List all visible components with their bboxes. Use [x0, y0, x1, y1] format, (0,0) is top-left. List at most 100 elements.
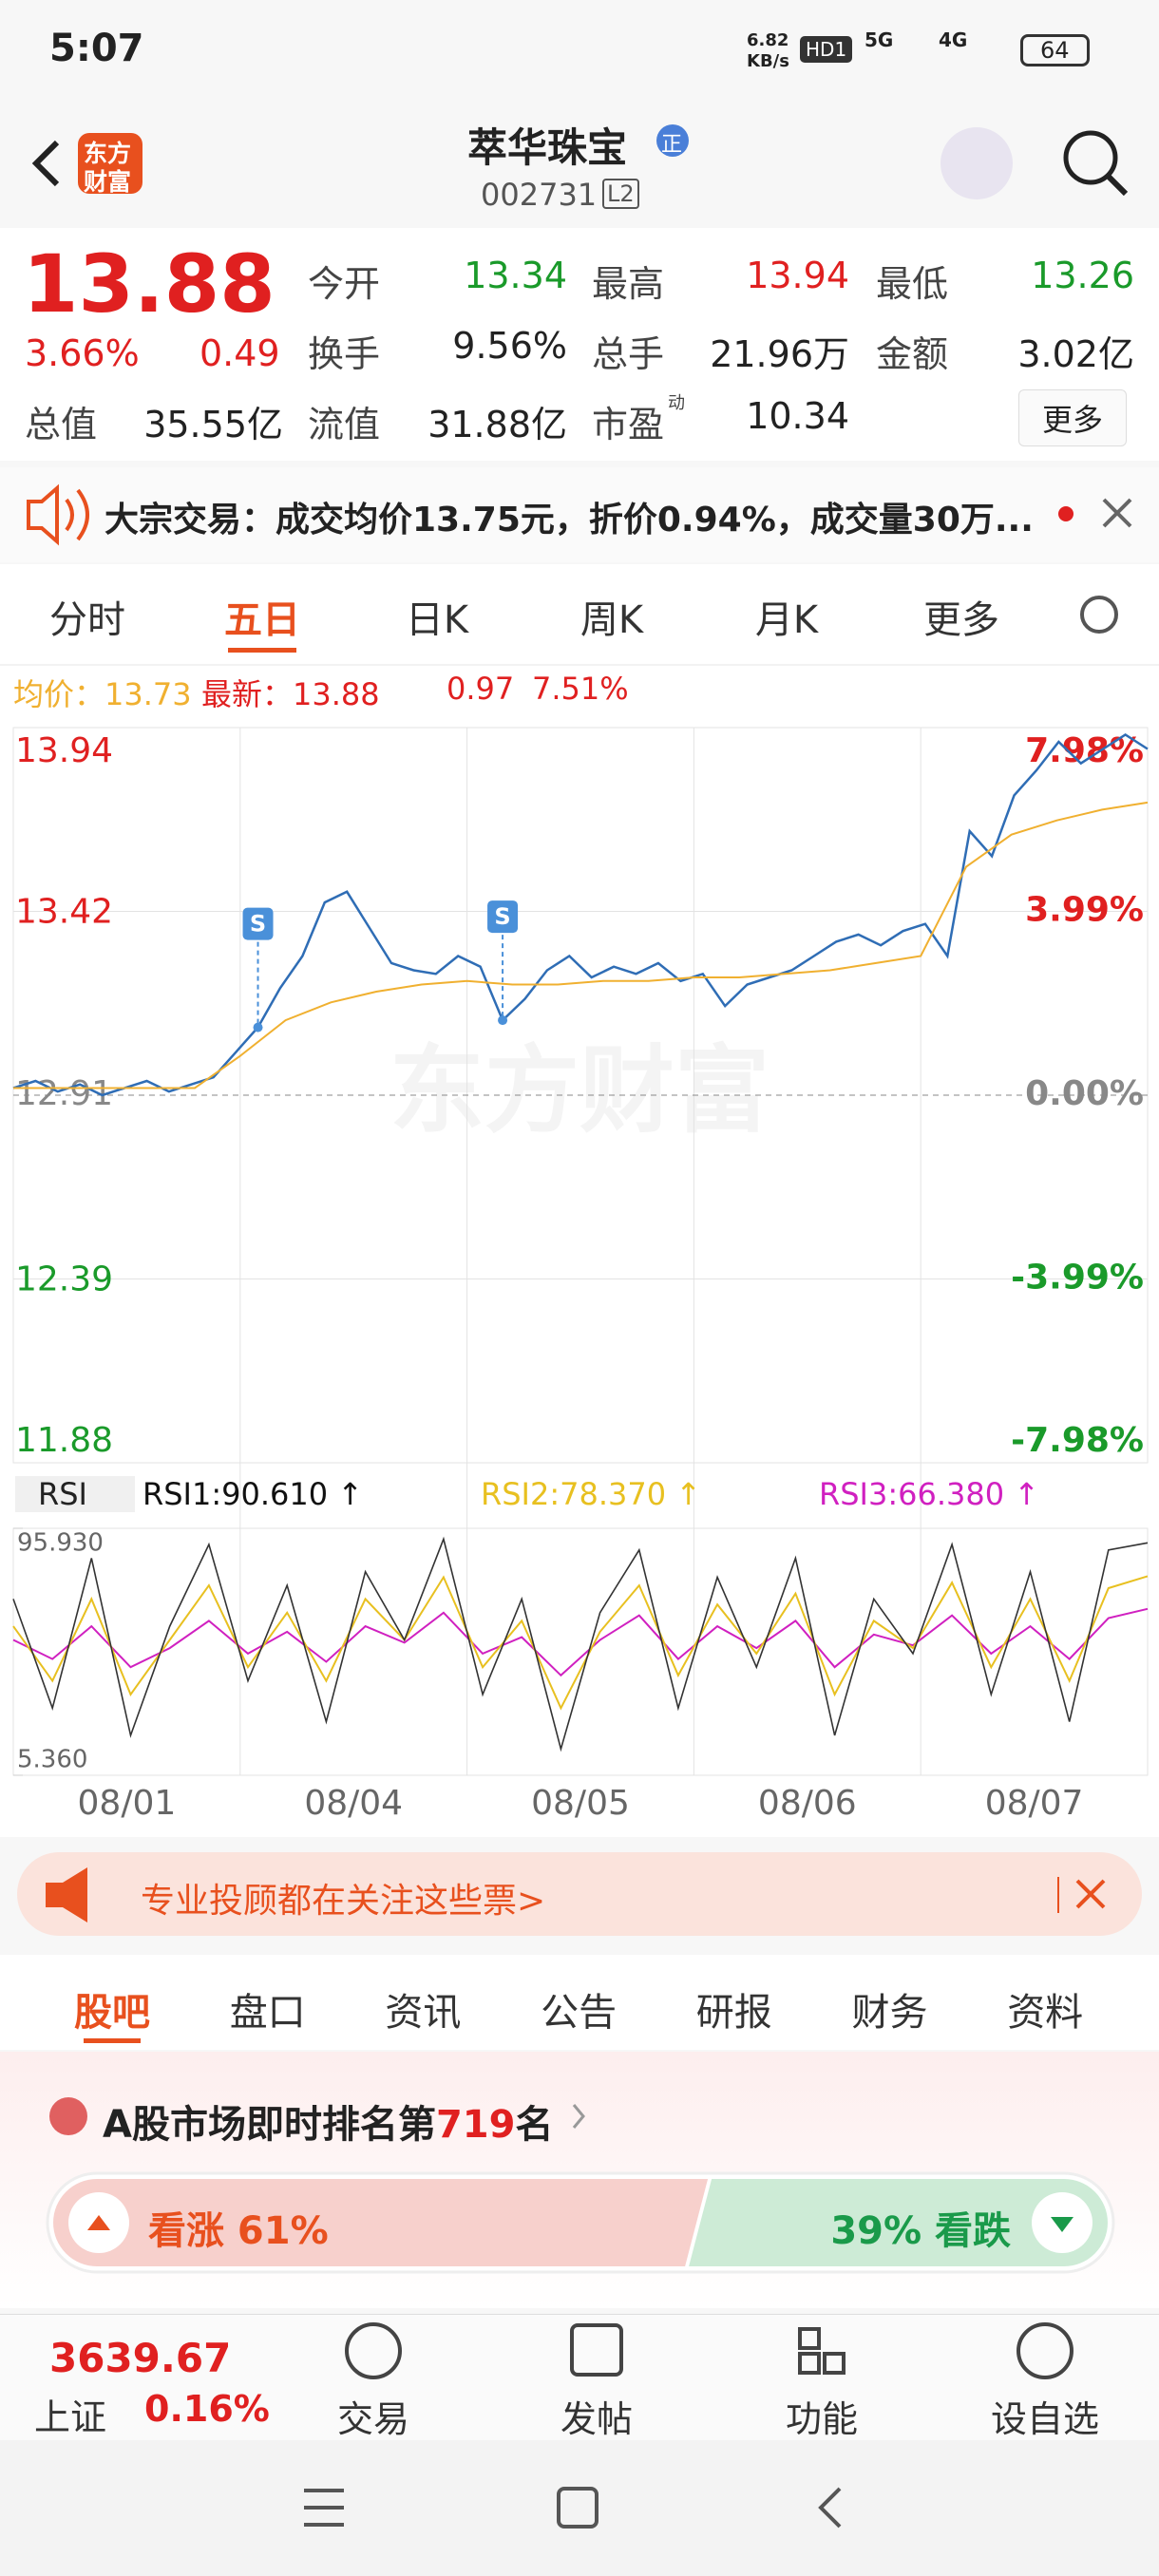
menu-key[interactable] — [304, 2489, 344, 2527]
stock-level: L2 — [602, 179, 639, 209]
tab[interactable]: 分时 — [49, 598, 125, 642]
notice-bar[interactable] — [0, 467, 1159, 562]
tab[interactable]: 周K — [580, 598, 644, 642]
rsi-line — [12, 1536, 1149, 1752]
tab[interactable]: 股吧 — [74, 1991, 150, 2035]
field-value: 35.55亿 — [143, 404, 283, 445]
tab[interactable]: 月K — [754, 598, 819, 642]
search-handle — [1106, 174, 1129, 197]
nav-item[interactable]: 设自选 — [990, 2398, 1099, 2440]
change: 0.49 — [200, 332, 280, 374]
rsi-tick-label: 5.360 — [17, 1746, 87, 1774]
nav-item[interactable]: 功能 — [785, 2398, 858, 2440]
rsi-selector[interactable]: RSI — [15, 1476, 135, 1512]
tab-underline — [228, 648, 296, 653]
tab[interactable]: 资讯 — [385, 1991, 462, 2035]
status-hd: HD1 — [800, 36, 853, 63]
field-label: 最高 — [592, 263, 665, 305]
y2-tick-label: -7.98% — [1011, 1421, 1144, 1460]
field-value: 31.88亿 — [428, 404, 567, 445]
rank-icon — [49, 2097, 87, 2135]
field-value: 9.56% — [452, 325, 567, 367]
marker-text: S — [494, 903, 510, 930]
field-value: 3.02亿 — [1017, 333, 1134, 375]
tab[interactable]: 更多 — [923, 598, 999, 642]
tab-underline — [84, 2038, 141, 2043]
field-value: 10.34 — [746, 395, 849, 437]
index-name: 上证 — [34, 2396, 107, 2438]
field-sup: 动 — [668, 393, 685, 413]
avatar[interactable] — [940, 127, 1013, 199]
tab[interactable]: 财务 — [851, 1991, 928, 2035]
nav-item[interactable]: 发帖 — [560, 2398, 633, 2440]
y2-tick-label: 3.99% — [1025, 891, 1144, 930]
watch-icon[interactable] — [1016, 2322, 1074, 2379]
quote-panel — [0, 228, 1159, 461]
post-icon[interactable] — [570, 2323, 623, 2377]
tab[interactable]: 研报 — [695, 1991, 772, 2035]
close-icon[interactable] — [1102, 498, 1132, 528]
index-value[interactable]: 3639.67 — [49, 2335, 232, 2381]
logo — [78, 133, 142, 194]
x-tick-label: 08/07 — [985, 1784, 1084, 1823]
legend-extra: 7.51% — [532, 671, 629, 707]
bull-label[interactable]: 看涨 61% — [148, 2209, 329, 2253]
back-icon[interactable] — [31, 140, 60, 187]
bear-bar — [689, 2179, 1108, 2266]
status-net: 5G — [864, 28, 894, 51]
index-pct: 0.16% — [144, 2388, 270, 2430]
bull-bar — [53, 2179, 709, 2266]
price-line — [12, 733, 1149, 1097]
price-line — [13, 801, 1149, 1089]
rank-suffix: 名 — [515, 2103, 554, 2147]
stock-name: 萃华珠宝 — [467, 124, 628, 171]
nav-item[interactable]: 交易 — [336, 2398, 409, 2440]
trade-icon[interactable] — [345, 2322, 402, 2379]
rsi-legend: RSI1:90.610 ↑ — [142, 1476, 364, 1512]
tab[interactable]: 日K — [405, 598, 469, 642]
chart-panel — [0, 564, 1159, 1837]
ad-close[interactable] — [1075, 1879, 1106, 1909]
notice-dot — [1058, 506, 1074, 521]
rank-number: 719 — [435, 2103, 516, 2147]
rank-prefix: A股市场即时排名第 — [103, 2103, 436, 2147]
back-key[interactable] — [818, 2487, 842, 2529]
badge-bg — [656, 124, 689, 157]
marker-dot — [253, 1022, 263, 1032]
x-tick-label: 08/04 — [304, 1784, 403, 1823]
tab[interactable]: 资料 — [1007, 1991, 1084, 2035]
rank-text[interactable]: A股市场即时排名第719名 — [103, 2093, 553, 2149]
y-tick-label: 13.42 — [15, 892, 113, 931]
bull-arrow — [87, 2215, 110, 2230]
stock-badge: 正 — [661, 133, 683, 157]
search-icon[interactable] — [1063, 130, 1118, 185]
field-label: 换手 — [308, 333, 381, 375]
home-key[interactable] — [557, 2487, 598, 2529]
marker-badge — [242, 907, 274, 940]
field-label: 最低 — [876, 263, 949, 305]
y2-tick-label: -3.99% — [1011, 1259, 1144, 1297]
more-button[interactable]: 更多 — [1018, 389, 1128, 446]
status-time: 5:07 — [49, 27, 144, 70]
system-nav — [0, 2440, 1159, 2576]
speaker-icon — [27, 483, 89, 546]
settings-icon[interactable] — [1080, 596, 1118, 634]
status-net: 4G — [939, 28, 968, 51]
ad-text[interactable]: 专业投顾都在关注这些票> — [141, 1882, 546, 1921]
ad-banner[interactable] — [17, 1852, 1142, 1936]
tab[interactable]: 盘口 — [229, 1991, 306, 2035]
marker-badge — [487, 900, 519, 934]
rsi-legend: RSI3:66.380 ↑ — [819, 1476, 1040, 1512]
y2-tick-label: 0.00% — [1025, 1074, 1144, 1113]
func-icon[interactable] — [798, 2327, 821, 2350]
sentiment-bar[interactable] — [0, 2166, 1159, 2280]
tab[interactable]: 五日 — [224, 598, 300, 642]
change-pct: 3.66% — [25, 332, 140, 374]
tab[interactable]: 公告 — [541, 1991, 618, 2035]
rank-arrow[interactable] — [572, 2104, 585, 2129]
field-label: 总手 — [592, 333, 665, 375]
bear-label[interactable]: 39% 看跌 — [830, 2209, 1011, 2253]
rsi-line — [12, 1607, 1149, 1677]
